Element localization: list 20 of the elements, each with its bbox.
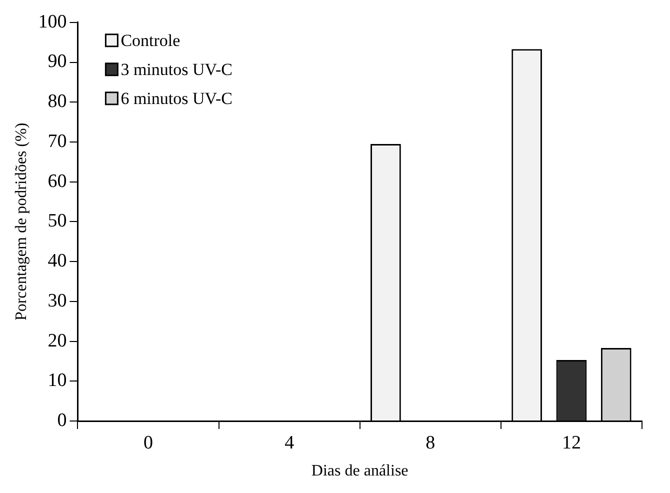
y-tick-label: 90 — [48, 51, 67, 72]
y-tick-label: 0 — [57, 410, 67, 431]
y-tick-label: 100 — [38, 11, 67, 32]
x-tick-label: 0 — [143, 432, 153, 454]
y-tick-label: 30 — [48, 290, 67, 312]
y-tick-label: 80 — [48, 91, 67, 112]
y-tick-label: 10 — [48, 370, 67, 392]
x-tick-label: 8 — [426, 432, 436, 454]
x-axis-title: Dias de análise — [311, 462, 408, 480]
y-axis-title: Porcentagem de podridões (%) — [12, 122, 30, 321]
y-tick-label: 40 — [48, 250, 67, 272]
y-tick-label: 60 — [48, 170, 67, 192]
legend-label: 3 minutos UV-C — [120, 60, 232, 79]
legend-label: Controle — [120, 30, 180, 50]
x-tick-label: 4 — [284, 432, 295, 454]
x-tick-label: 12 — [562, 432, 581, 454]
y-tick-label: 50 — [48, 210, 67, 232]
y-tick-label: 20 — [48, 330, 67, 352]
y-tick-label: 70 — [48, 130, 67, 152]
legend-label: 6 minutos UV-C — [120, 88, 232, 108]
